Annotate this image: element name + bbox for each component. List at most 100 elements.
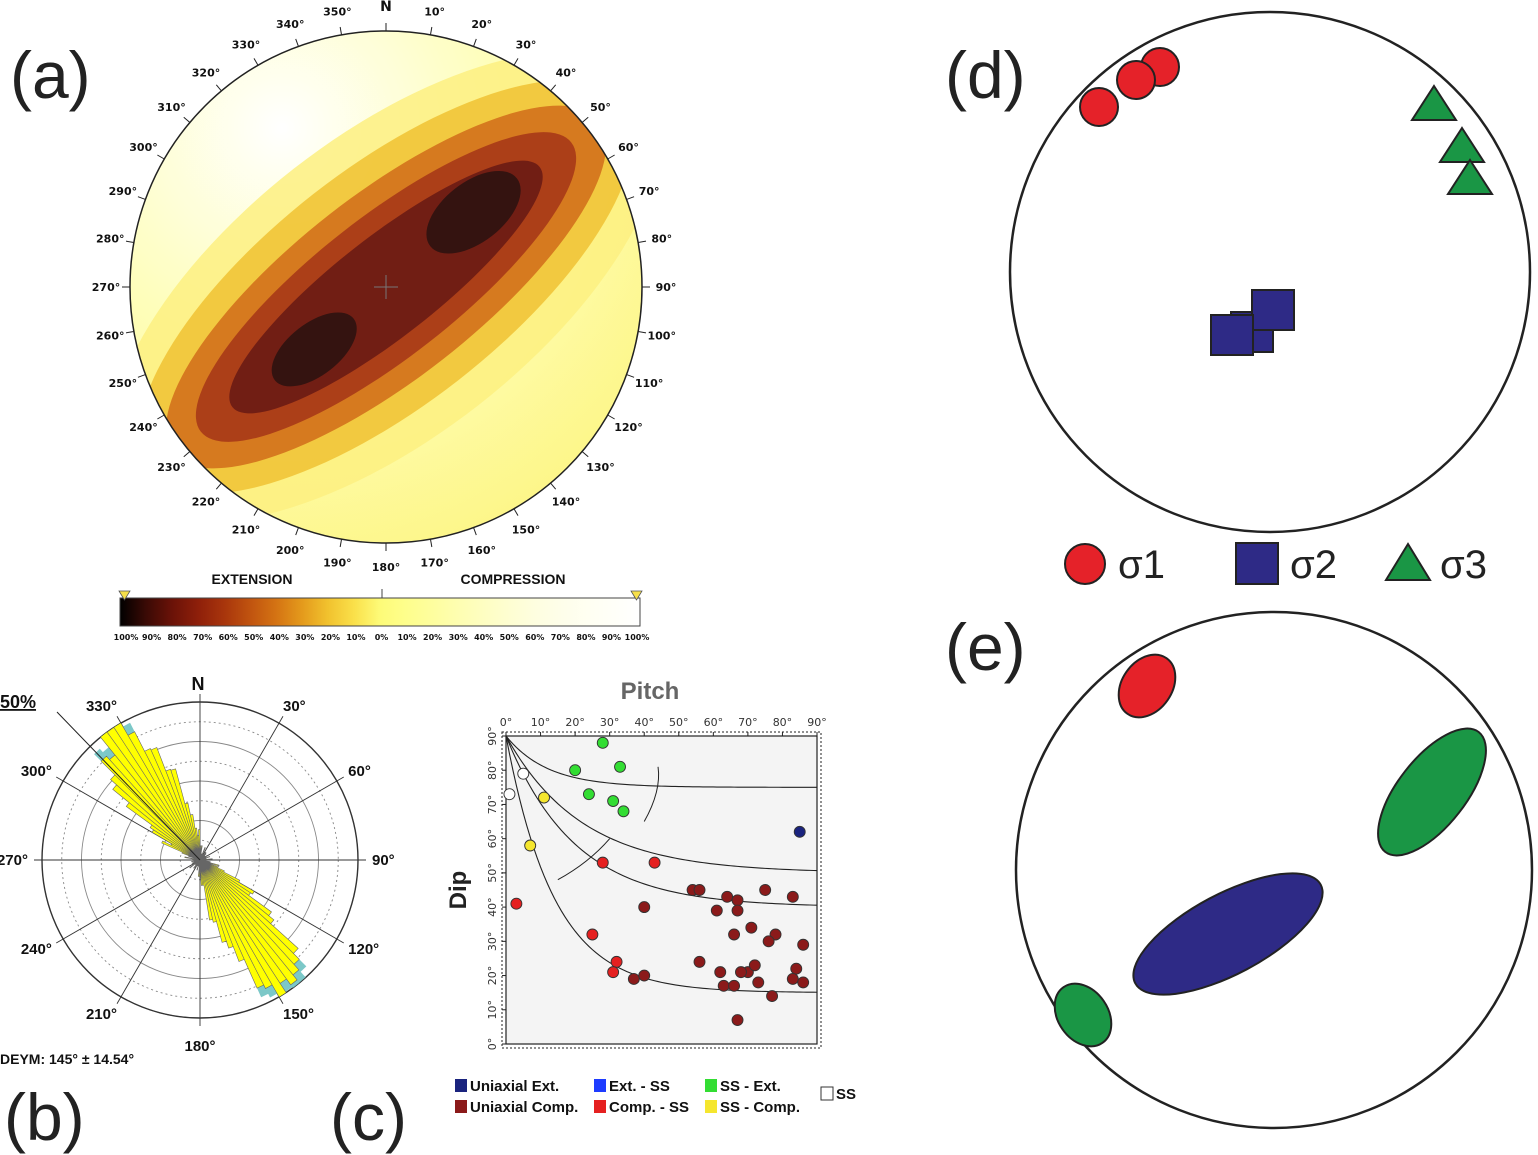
azimuth-tick (295, 527, 299, 536)
azimuth-label: 80° (651, 232, 672, 245)
data-point (627, 973, 640, 985)
x-tick-label: 50° (669, 716, 689, 729)
sigma2-marker (1210, 314, 1254, 356)
x-tick-label: 60° (704, 716, 724, 729)
legend-label: Ext. - SS (609, 1078, 670, 1095)
azimuth-tick (513, 508, 519, 516)
azimuth-tick (137, 196, 146, 200)
azimuth-label: 10° (424, 5, 445, 18)
azimuth-label: N (380, 0, 392, 15)
azimuth-tick (513, 58, 519, 66)
colorbar-extension-title: EXTENSION (212, 571, 293, 587)
colorbar-tick-label: 10% (346, 633, 365, 642)
rose-spoke (116, 859, 201, 1004)
data-point (610, 955, 623, 968)
panel-label-c: (c) (330, 1080, 407, 1154)
legend-sigma3-label: σ3 (1440, 543, 1487, 587)
rose-spoke (199, 776, 344, 861)
azimuth-tick (215, 482, 222, 490)
legend-swatch (455, 1079, 467, 1092)
legend-label: SS - Comp. (720, 1099, 800, 1116)
azimuth-tick (638, 330, 647, 334)
y-tick-label: 90° (486, 726, 499, 746)
sigma3-confidence-ellipse (1377, 727, 1487, 857)
data-point (731, 904, 744, 917)
rose-direction-label: 180° (184, 1038, 215, 1055)
azimuth-ticks (122, 23, 650, 551)
density-peak-sw (271, 312, 357, 387)
rose-direction-label: 270° (0, 852, 28, 869)
rose-direction-label: 240° (21, 941, 52, 958)
data-point (790, 962, 803, 975)
boundary-curve (505, 735, 818, 872)
azimuth-tick (581, 116, 589, 123)
data-point (693, 955, 706, 968)
boundary-arc (557, 838, 611, 881)
azimuth-label: 120° (614, 421, 642, 434)
colorbar-tick-label: 100% (114, 633, 139, 642)
data-point (524, 839, 537, 852)
y-tick-label: 20° (486, 966, 499, 986)
colorbar-tick-label: 20% (423, 633, 442, 642)
colorbar-tick-label: 50% (244, 633, 263, 642)
plot-legend: Uniaxial Ext. Ext. - SS SS - Ext. SS Uniaxia… (455, 1078, 856, 1116)
data-point (503, 788, 516, 801)
azimuth-label: 280° (96, 232, 124, 245)
data-point (762, 935, 775, 948)
sigma1-marker (1116, 60, 1156, 100)
panel-label-a: (a) (10, 38, 91, 112)
stereonet-e-outline (1014, 610, 1534, 1130)
azimuth-label: 260° (96, 330, 124, 343)
data-point (745, 921, 758, 934)
azimuth-labels: N 10° 20° 30° 40° 50° 60° 70° 80° 90° 100° 110° 120°… (92, 0, 677, 574)
data-point (731, 894, 744, 907)
legend-sigma2-label: σ2 (1290, 543, 1337, 587)
x-tick-label: 10° (531, 716, 551, 729)
colorbar-tick-label: 0% (375, 633, 389, 642)
legend-swatch (455, 1100, 467, 1113)
azimuth-tick (429, 539, 433, 548)
data-point (538, 791, 550, 804)
azimuth-tick (473, 38, 477, 47)
colorbar-tick-label: 80% (168, 633, 187, 642)
data-point (717, 979, 730, 992)
legend-sigma1-symbol (1064, 543, 1106, 585)
data-point (596, 736, 609, 749)
chart-title: Pitch (621, 678, 680, 705)
data-point (617, 805, 630, 818)
y-tick-label: 80° (486, 760, 499, 780)
azimuth-label: 210° (232, 523, 260, 536)
y-tick-label: 50° (486, 863, 499, 883)
azimuth-tick (429, 26, 433, 35)
azimuth-label: 100° (648, 330, 676, 343)
azimuth-label: 50° (590, 101, 611, 114)
azimuth-label: 170° (420, 557, 448, 570)
data-point (793, 825, 806, 838)
boundary-curve (505, 735, 818, 993)
data-point (721, 890, 734, 903)
azimuth-label: 290° (109, 185, 137, 198)
azimuth-tick (607, 414, 615, 420)
azimuth-label: 310° (157, 101, 185, 114)
x-tick-label: 90° (807, 716, 827, 729)
azimuth-tick (137, 374, 146, 378)
azimuth-tick (339, 26, 343, 35)
azimuth-label: 270° (92, 281, 120, 294)
data-point (693, 884, 706, 896)
azimuth-tick (295, 38, 299, 47)
azimuth-label: 150° (512, 523, 540, 536)
data-point (510, 897, 523, 910)
sigma1-marker (1079, 87, 1119, 127)
legend-swatch (705, 1079, 717, 1092)
legend-swatch (594, 1100, 606, 1113)
x-tick-label: 80° (773, 716, 793, 729)
legend-label: SS (836, 1086, 856, 1103)
pitch-dip-chart: Pitch Dip 0° 10° 20° 30° 40° 50° 60° 70° 80° 90°0… (445, 678, 856, 1116)
azimuth-label: 90° (656, 281, 677, 294)
azimuth-tick (253, 58, 259, 66)
azimuth-label: 180° (372, 561, 400, 574)
data-point (569, 764, 582, 777)
colorbar-tick-label: 90% (602, 633, 621, 642)
colorbar-left-marker (118, 590, 131, 601)
azimuth-label: 60° (618, 141, 639, 154)
